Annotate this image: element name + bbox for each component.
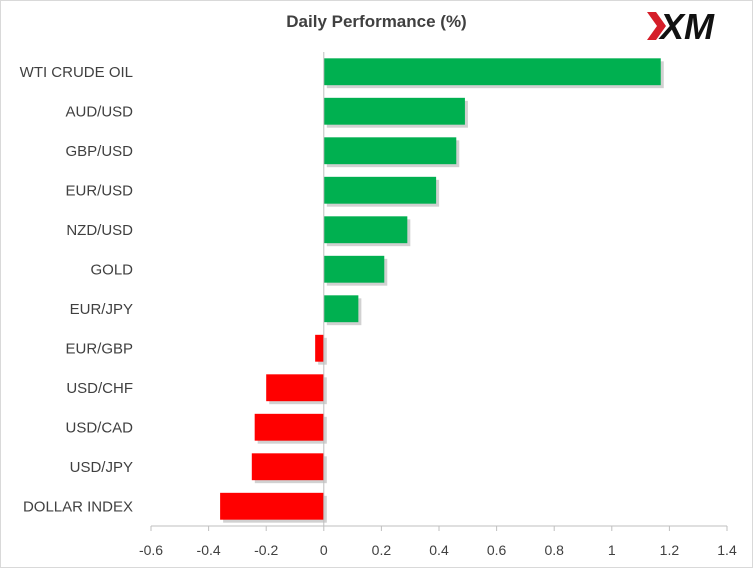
category-labels: WTI CRUDE OIL AUD/USD GBP/USD EUR/USD NZD/US… xyxy=(20,64,134,516)
bar-eur-gbp xyxy=(315,334,324,362)
bar-usd-chf xyxy=(266,374,324,402)
category-label: NZD/USD xyxy=(66,222,133,239)
category-label: EUR/GBP xyxy=(65,340,133,357)
x-tick-label: 0 xyxy=(320,542,328,558)
bar-wti-crude-oil xyxy=(323,58,661,86)
bar-dollar-index xyxy=(220,492,324,520)
x-tick-label: 1.4 xyxy=(717,542,737,558)
x-tick-label: 0.2 xyxy=(372,542,392,558)
xm-logo: XM xyxy=(647,6,715,47)
bar-eur-jpy xyxy=(323,295,359,323)
bar-usd-cad xyxy=(254,413,324,441)
x-tick-label: -0.2 xyxy=(254,542,278,558)
x-tick-label: 0.8 xyxy=(544,542,564,558)
x-tick-label: 0.6 xyxy=(487,542,507,558)
bars-layer xyxy=(220,58,664,523)
bar-eur-usd xyxy=(323,176,437,204)
bar-aud-usd xyxy=(323,97,465,125)
chart-title: Daily Performance (%) xyxy=(286,12,467,31)
x-tick-label: 1.2 xyxy=(660,542,680,558)
category-label: AUD/USD xyxy=(65,103,133,120)
logo-chevron-mark xyxy=(647,12,666,40)
category-label: WTI CRUDE OIL xyxy=(20,64,133,81)
x-tick-label: -0.6 xyxy=(139,542,163,558)
category-label: USD/JPY xyxy=(70,459,133,476)
category-label: EUR/USD xyxy=(65,182,133,199)
x-axis: -0.6 -0.4 -0.2 0 0.2 0.4 0.6 0.8 1 1.2 1.4 xyxy=(139,52,737,558)
bar-gold xyxy=(323,255,385,283)
category-label: DOLLAR INDEX xyxy=(23,498,133,515)
category-label: USD/CHF xyxy=(66,380,133,397)
category-label: GBP/USD xyxy=(65,143,133,160)
category-label: GOLD xyxy=(90,261,133,278)
bar-gbp-usd xyxy=(323,137,457,165)
bar-nzd-usd xyxy=(323,216,408,244)
x-tick-label: 0.4 xyxy=(429,542,449,558)
bar-usd-jpy xyxy=(251,453,324,481)
category-label: EUR/JPY xyxy=(70,301,133,318)
category-label: USD/CAD xyxy=(65,419,133,436)
logo-text: XM xyxy=(658,6,715,47)
x-tick-label: 1 xyxy=(608,542,616,558)
x-tick-label: -0.4 xyxy=(197,542,221,558)
